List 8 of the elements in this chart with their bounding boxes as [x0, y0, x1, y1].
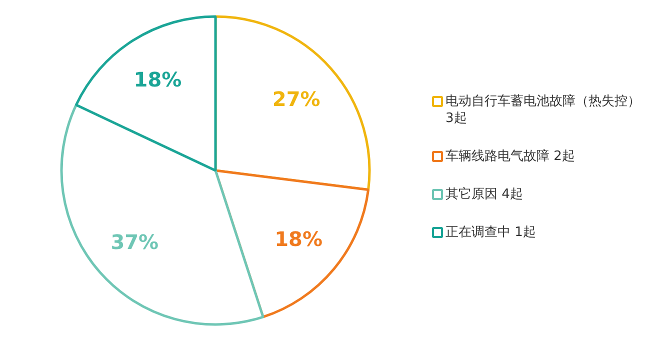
- data-label: 37%: [110, 230, 159, 254]
- legend-label: 电动自行车蓄电池故障（热失控） 3起: [446, 94, 640, 126]
- data-label: 27%: [272, 87, 320, 112]
- legend-label: 车辆线路电气故障 2起: [446, 149, 575, 164]
- data-label: 18%: [134, 67, 182, 92]
- legend-label: 正在调查中 1起: [446, 225, 536, 240]
- data-label: 18%: [274, 227, 322, 252]
- legend-label: 其它原因 4起: [446, 186, 523, 202]
